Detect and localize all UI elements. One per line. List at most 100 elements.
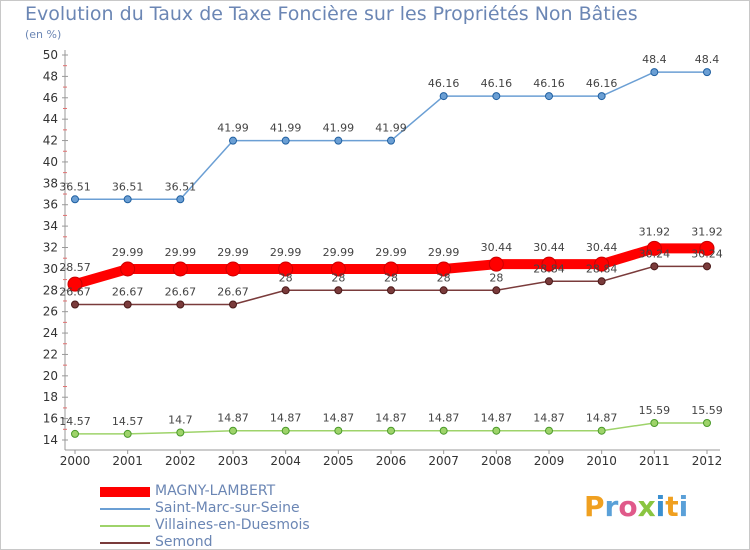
data-point	[387, 136, 395, 145]
data-point	[71, 429, 79, 438]
line-chart: 14 16 18 20 22 24 26 28 30 32 34 36 38 40 42 44 46 48 50 20…	[43, 48, 723, 468]
data-point	[597, 277, 606, 286]
logo-letter: x	[637, 490, 656, 523]
legend-label: Semond	[155, 534, 213, 550]
x-tick-label: 2010	[586, 454, 617, 468]
legend-item: Villaines-en-Duesmois	[100, 517, 340, 533]
data-point	[597, 426, 606, 435]
x-tick-label: 2008	[481, 454, 512, 468]
legend-swatch	[100, 542, 150, 544]
data-label: 30.24	[639, 247, 671, 260]
data-label: 30.44	[481, 241, 513, 254]
logo-letter: i	[678, 490, 689, 523]
y-tick-label: 40	[43, 155, 58, 169]
data-label: 14.87	[533, 412, 565, 425]
data-point	[597, 92, 606, 101]
data-label: 26.67	[165, 286, 197, 299]
data-point	[67, 276, 83, 292]
data-point	[120, 261, 136, 277]
data-label: 29.99	[217, 246, 249, 259]
data-label: 14.87	[323, 412, 355, 425]
x-tick-label: 2005	[323, 454, 354, 468]
logo-letter: o	[618, 490, 638, 523]
data-point	[229, 426, 237, 435]
data-label: 14.87	[428, 412, 460, 425]
data-label: 14.87	[375, 412, 407, 425]
data-label: 46.16	[533, 77, 565, 90]
x-tick-label: 2000	[60, 454, 91, 468]
data-point	[176, 428, 185, 437]
data-label: 28	[331, 271, 345, 284]
data-point	[176, 300, 185, 309]
data-point	[650, 262, 659, 271]
data-label: 14.7	[168, 414, 193, 427]
data-label: 14.57	[59, 415, 91, 428]
data-point	[172, 261, 188, 277]
y-tick-label: 18	[43, 390, 58, 404]
logo-letter: r	[604, 490, 619, 523]
y-tick-label: 32	[43, 241, 58, 255]
data-point	[545, 92, 553, 101]
y-tick-label: 28	[43, 283, 58, 297]
data-label: 46.16	[481, 77, 513, 90]
data-label: 41.99	[323, 122, 355, 135]
data-point	[439, 92, 448, 101]
data-label: 14.57	[112, 415, 144, 428]
y-tick-label: 42	[43, 134, 58, 148]
x-tick-label: 2009	[534, 454, 565, 468]
y-tick-label: 24	[43, 326, 58, 340]
data-point	[703, 262, 711, 271]
data-label: 46.16	[586, 77, 618, 90]
data-point	[492, 426, 501, 435]
data-point	[334, 426, 343, 435]
data-point	[488, 256, 504, 272]
data-label: 31.92	[639, 225, 671, 238]
data-point	[281, 286, 290, 295]
data-label: 28.84	[586, 262, 618, 275]
data-label: 26.67	[217, 286, 249, 299]
data-label: 41.99	[217, 122, 249, 135]
legend-swatch	[100, 487, 150, 497]
x-tick-label: 2007	[428, 454, 459, 468]
data-point	[330, 261, 346, 277]
y-tick-label: 50	[43, 48, 58, 62]
chart-title: Evolution du Taux de Taxe Foncière sur l…	[25, 3, 638, 25]
data-label: 28	[384, 271, 398, 284]
data-label: 29.99	[270, 246, 302, 259]
legend-swatch	[100, 508, 150, 510]
data-label: 31.92	[691, 225, 723, 238]
data-label: 48.4	[695, 53, 720, 66]
data-label: 36.51	[165, 180, 197, 193]
x-tick-label: 2006	[376, 454, 407, 468]
data-point	[225, 261, 241, 277]
y-tick-label: 14	[43, 433, 58, 447]
data-label: 28	[489, 271, 503, 284]
y-tick-label: 36	[43, 198, 58, 212]
data-label: 15.59	[639, 404, 671, 417]
data-label: 30.24	[691, 247, 723, 260]
data-point	[492, 286, 501, 295]
data-point	[545, 426, 553, 435]
y-tick-label: 22	[43, 347, 58, 361]
data-point	[439, 286, 448, 295]
data-point	[123, 195, 132, 204]
x-tick-label: 2011	[639, 454, 670, 468]
data-point	[123, 429, 132, 438]
data-point	[650, 418, 659, 427]
y-tick-label: 34	[43, 219, 58, 233]
logo-letter: t	[665, 490, 679, 523]
data-point	[492, 92, 501, 101]
data-label: 14.87	[586, 412, 618, 425]
data-point	[436, 261, 452, 277]
data-point	[383, 261, 399, 277]
data-label: 14.87	[270, 412, 302, 425]
y-tick-label: 48	[43, 69, 58, 83]
data-point	[176, 195, 185, 204]
y-tick-label: 30	[43, 262, 58, 276]
y-tick-label: 16	[43, 412, 58, 426]
legend-label: Saint-Marc-sur-Seine	[155, 500, 300, 516]
data-point	[387, 286, 395, 295]
data-label: 36.51	[112, 180, 144, 193]
data-label: 30.44	[586, 241, 618, 254]
data-point	[278, 261, 294, 277]
